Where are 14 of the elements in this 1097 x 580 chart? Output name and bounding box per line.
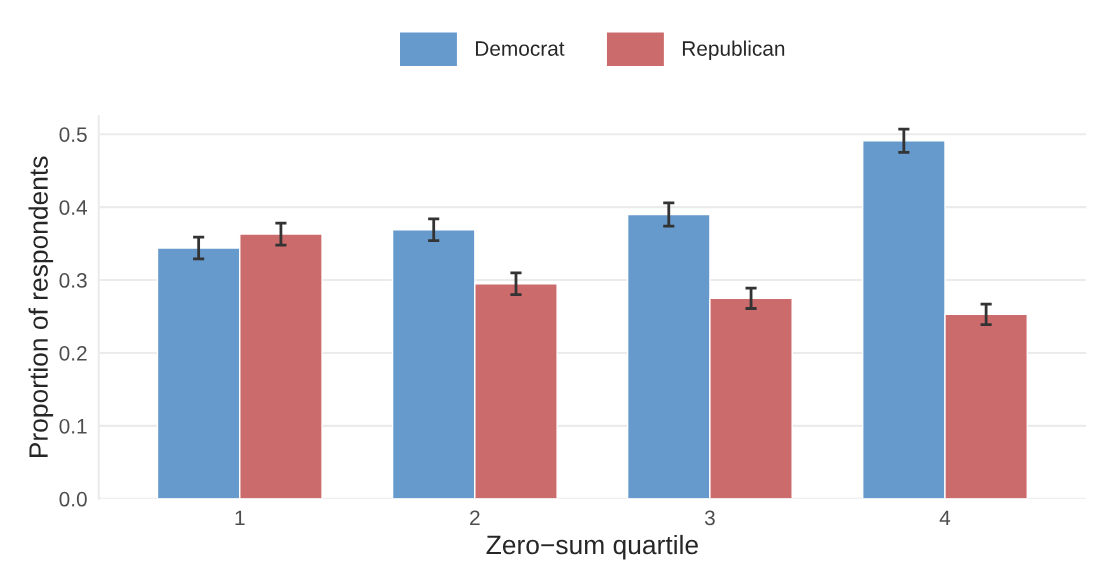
legend-label: Democrat <box>475 41 565 56</box>
legend-label: Republican <box>682 40 785 61</box>
y-axis-title: Proportion of respondents <box>28 156 54 458</box>
y-tick-label: 0.4 <box>59 200 88 215</box>
y-tick-label: 0.5 <box>59 127 87 142</box>
x-tick-label: 1 <box>235 510 245 526</box>
y-tick-label: 0.0 <box>59 491 87 507</box>
y-tick-label: 0.2 <box>59 345 87 361</box>
x-tick-label: 2 <box>470 510 480 526</box>
x-tick-label: 3 <box>704 510 715 526</box>
x-axis-title: Zero−sum quartile <box>486 534 698 560</box>
y-tick-label: 0.1 <box>59 418 87 434</box>
x-tick-label: 4 <box>939 510 951 526</box>
y-tick-label: 0.3 <box>59 273 87 288</box>
